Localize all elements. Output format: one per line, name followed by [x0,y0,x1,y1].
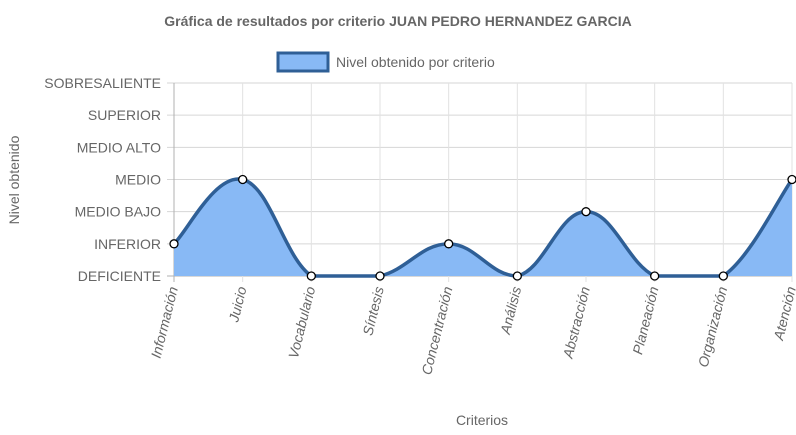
legend-swatch [276,51,330,73]
y-tick-label: DEFICIENTE [78,268,161,284]
data-point-4[interactable] [444,239,454,249]
y-tick-label: SOBRESALIENTE [44,75,161,91]
series-line [172,177,794,278]
x-tick-label: Juicio [225,285,249,325]
x-axis-ticks: Información Juicio Vocabulario Síntesis Conc… [148,285,796,377]
series-area-fill [174,179,792,276]
data-point-2[interactable] [306,271,316,281]
series-points [169,174,796,281]
y-axis-ticks: DEFICIENTE INFERIOR MEDIO BAJO MEDIO MEDIO A… [44,75,161,284]
legend-label: Nivel obtenido por criterio [336,54,495,70]
y-tick-label: MEDIO ALTO [77,139,161,155]
x-tick-label: Concentración [418,285,455,377]
x-axis-title: Criterios [456,412,508,428]
x-tick-label: Planeación [629,285,661,356]
x-tick-label: Análisis [497,285,524,337]
y-tick-label: MEDIO BAJO [75,204,161,220]
data-point-9[interactable] [787,174,796,185]
x-tick-label: Atención [770,285,796,343]
x-tick-label: Información [148,285,181,360]
data-point-5[interactable] [512,271,522,281]
data-point-1[interactable] [238,174,248,185]
x-tick-label: Abstracción [559,285,593,361]
y-axis-title: Nivel obtenido [6,135,22,224]
series-area [172,177,794,278]
y-tick-label: SUPERIOR [88,107,161,123]
data-point-3[interactable] [375,271,385,281]
chart-title: Gráfica de resultados por criterio JUAN … [164,13,632,29]
y-tick-label: MEDIO [115,172,161,188]
data-point-6[interactable] [581,207,591,217]
y-tick-label: INFERIOR [94,236,161,252]
x-tick-label: Organización [695,285,731,369]
x-tick-label: Vocabulario [285,285,318,360]
legend[interactable]: Nivel obtenido por criterio [276,51,495,73]
data-point-7[interactable] [650,271,660,281]
data-point-8[interactable] [718,271,728,281]
x-tick-label: Síntesis [359,285,387,337]
data-point-0[interactable] [169,239,179,249]
